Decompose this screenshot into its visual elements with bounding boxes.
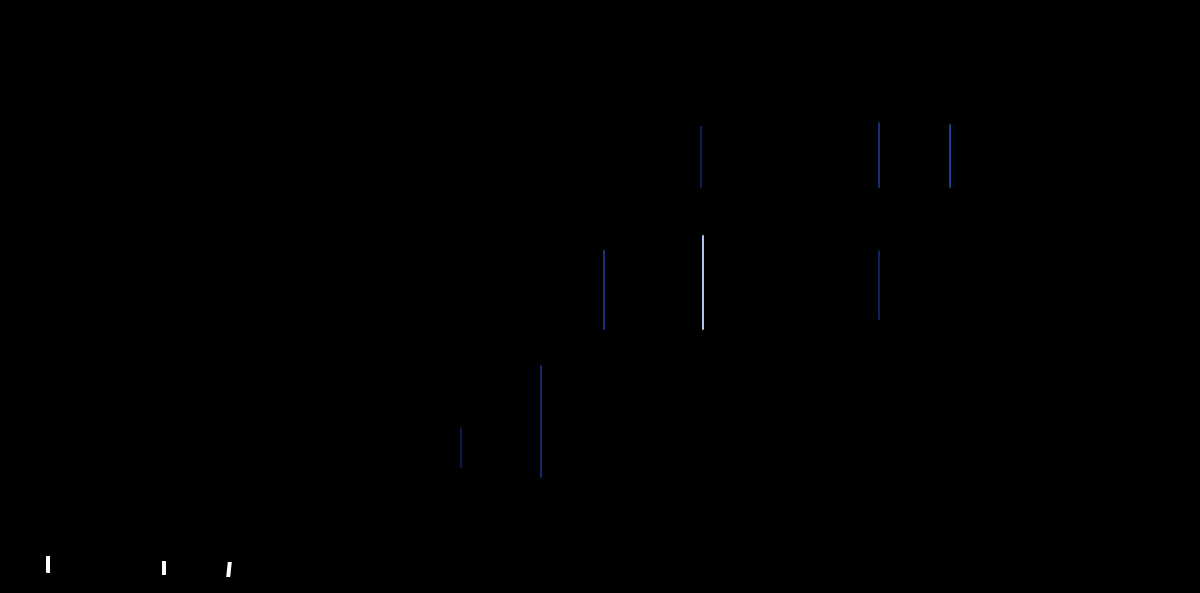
vline-1 [460,427,462,468]
glyph-fragment-2 [162,561,166,575]
vline-2 [540,365,542,478]
vline-5 [702,235,704,330]
vline-4 [700,126,702,188]
glyph-fragment-3 [226,562,232,577]
screen-title: Dark Spectrum Frame [0,0,1,1]
glyph-fragment-1 [46,556,50,573]
caption-text [0,533,1,534]
vline-7 [878,250,880,320]
vline-8 [949,124,951,188]
screen-description: Near-black frame with faint blue vertica… [0,0,1,1]
caption-layer [0,533,1200,593]
vline-3 [603,250,605,330]
vline-6 [878,122,880,188]
